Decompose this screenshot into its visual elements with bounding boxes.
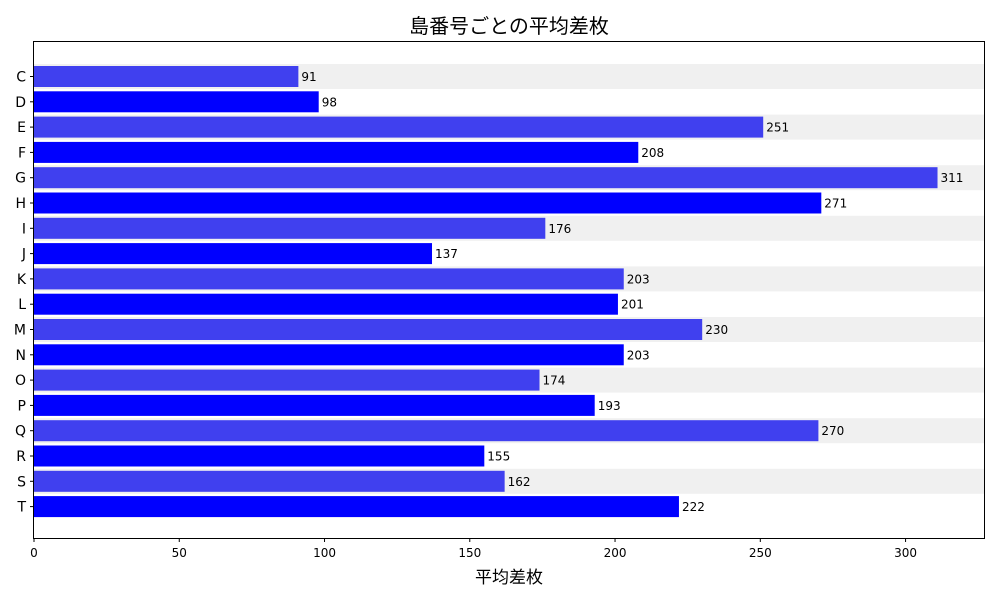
y-tick-label-K: K <box>17 272 27 288</box>
bar-H <box>34 192 822 214</box>
bar-J <box>34 243 433 265</box>
bar-R <box>34 445 485 467</box>
value-label-S: 162 <box>508 475 531 489</box>
value-label-N: 203 <box>627 348 650 362</box>
y-tick-label-T: T <box>16 500 26 516</box>
value-label-P: 193 <box>598 399 621 413</box>
x-tick-label-300: 300 <box>894 546 917 560</box>
plot-frame <box>33 41 985 539</box>
value-label-R: 155 <box>487 450 510 464</box>
bar-G <box>34 167 938 189</box>
value-label-F: 208 <box>641 146 664 160</box>
y-tick-label-M: M <box>14 323 26 339</box>
bar-C <box>34 66 299 87</box>
bar-Q <box>34 420 819 442</box>
value-label-Q: 270 <box>821 424 844 438</box>
bar-I <box>34 217 546 239</box>
y-tick-label-N: N <box>16 348 26 364</box>
bar-D <box>34 91 319 113</box>
x-tick-label-250: 250 <box>749 546 772 560</box>
bar-M <box>34 319 703 340</box>
value-label-C: 91 <box>301 70 316 84</box>
x-tick-label-50: 50 <box>172 546 187 560</box>
y-tick-label-Q: Q <box>15 424 26 440</box>
y-tick-label-G: G <box>15 171 26 187</box>
y-tick-label-D: D <box>15 95 26 111</box>
y-tick-label-J: J <box>21 247 26 263</box>
y-tick-label-R: R <box>16 449 26 465</box>
y-tick-label-P: P <box>18 398 26 414</box>
value-label-K: 203 <box>627 272 650 286</box>
y-tick-label-L: L <box>18 297 26 313</box>
bar-E <box>34 116 764 138</box>
value-label-G: 311 <box>941 171 964 185</box>
y-tick-label-S: S <box>17 474 26 490</box>
chart-title: 島番号ごとの平均差枚 <box>409 14 609 38</box>
value-label-J: 137 <box>435 247 458 261</box>
bar-P <box>34 394 595 416</box>
value-label-H: 271 <box>824 197 847 211</box>
value-label-D: 98 <box>322 95 337 109</box>
bar-S <box>34 470 505 492</box>
y-tick-label-H: H <box>15 196 26 212</box>
x-tick-label-100: 100 <box>313 546 336 560</box>
x-tick-label-150: 150 <box>458 546 481 560</box>
y-tick-label-I: I <box>22 221 26 237</box>
bar-K <box>34 268 624 290</box>
x-tick-label-0: 0 <box>30 546 38 560</box>
value-labels: 91 98 251 208 311 271 176 137 203 201 230 203 174 193… <box>301 70 963 514</box>
bar-F <box>34 141 639 163</box>
y-tick-label-O: O <box>15 373 26 389</box>
x-axis-label: 平均差枚 <box>475 568 543 588</box>
value-label-M: 230 <box>705 323 728 337</box>
value-label-I: 176 <box>548 222 571 236</box>
value-label-E: 251 <box>766 121 789 135</box>
bar-N <box>34 344 624 366</box>
bars <box>34 66 938 518</box>
value-label-T: 222 <box>682 500 705 514</box>
y-tick-label-F: F <box>18 145 26 161</box>
value-label-O: 174 <box>543 374 566 388</box>
x-axis: 0 50 100 150 200 250 300 <box>30 538 917 560</box>
value-label-L: 201 <box>621 298 644 312</box>
x-tick-label-200: 200 <box>604 546 627 560</box>
bar-O <box>34 369 540 391</box>
y-tick-label-E: E <box>17 120 26 136</box>
y-tick-label-C: C <box>16 70 26 86</box>
bar-T <box>34 496 679 518</box>
bar-L <box>34 293 618 315</box>
